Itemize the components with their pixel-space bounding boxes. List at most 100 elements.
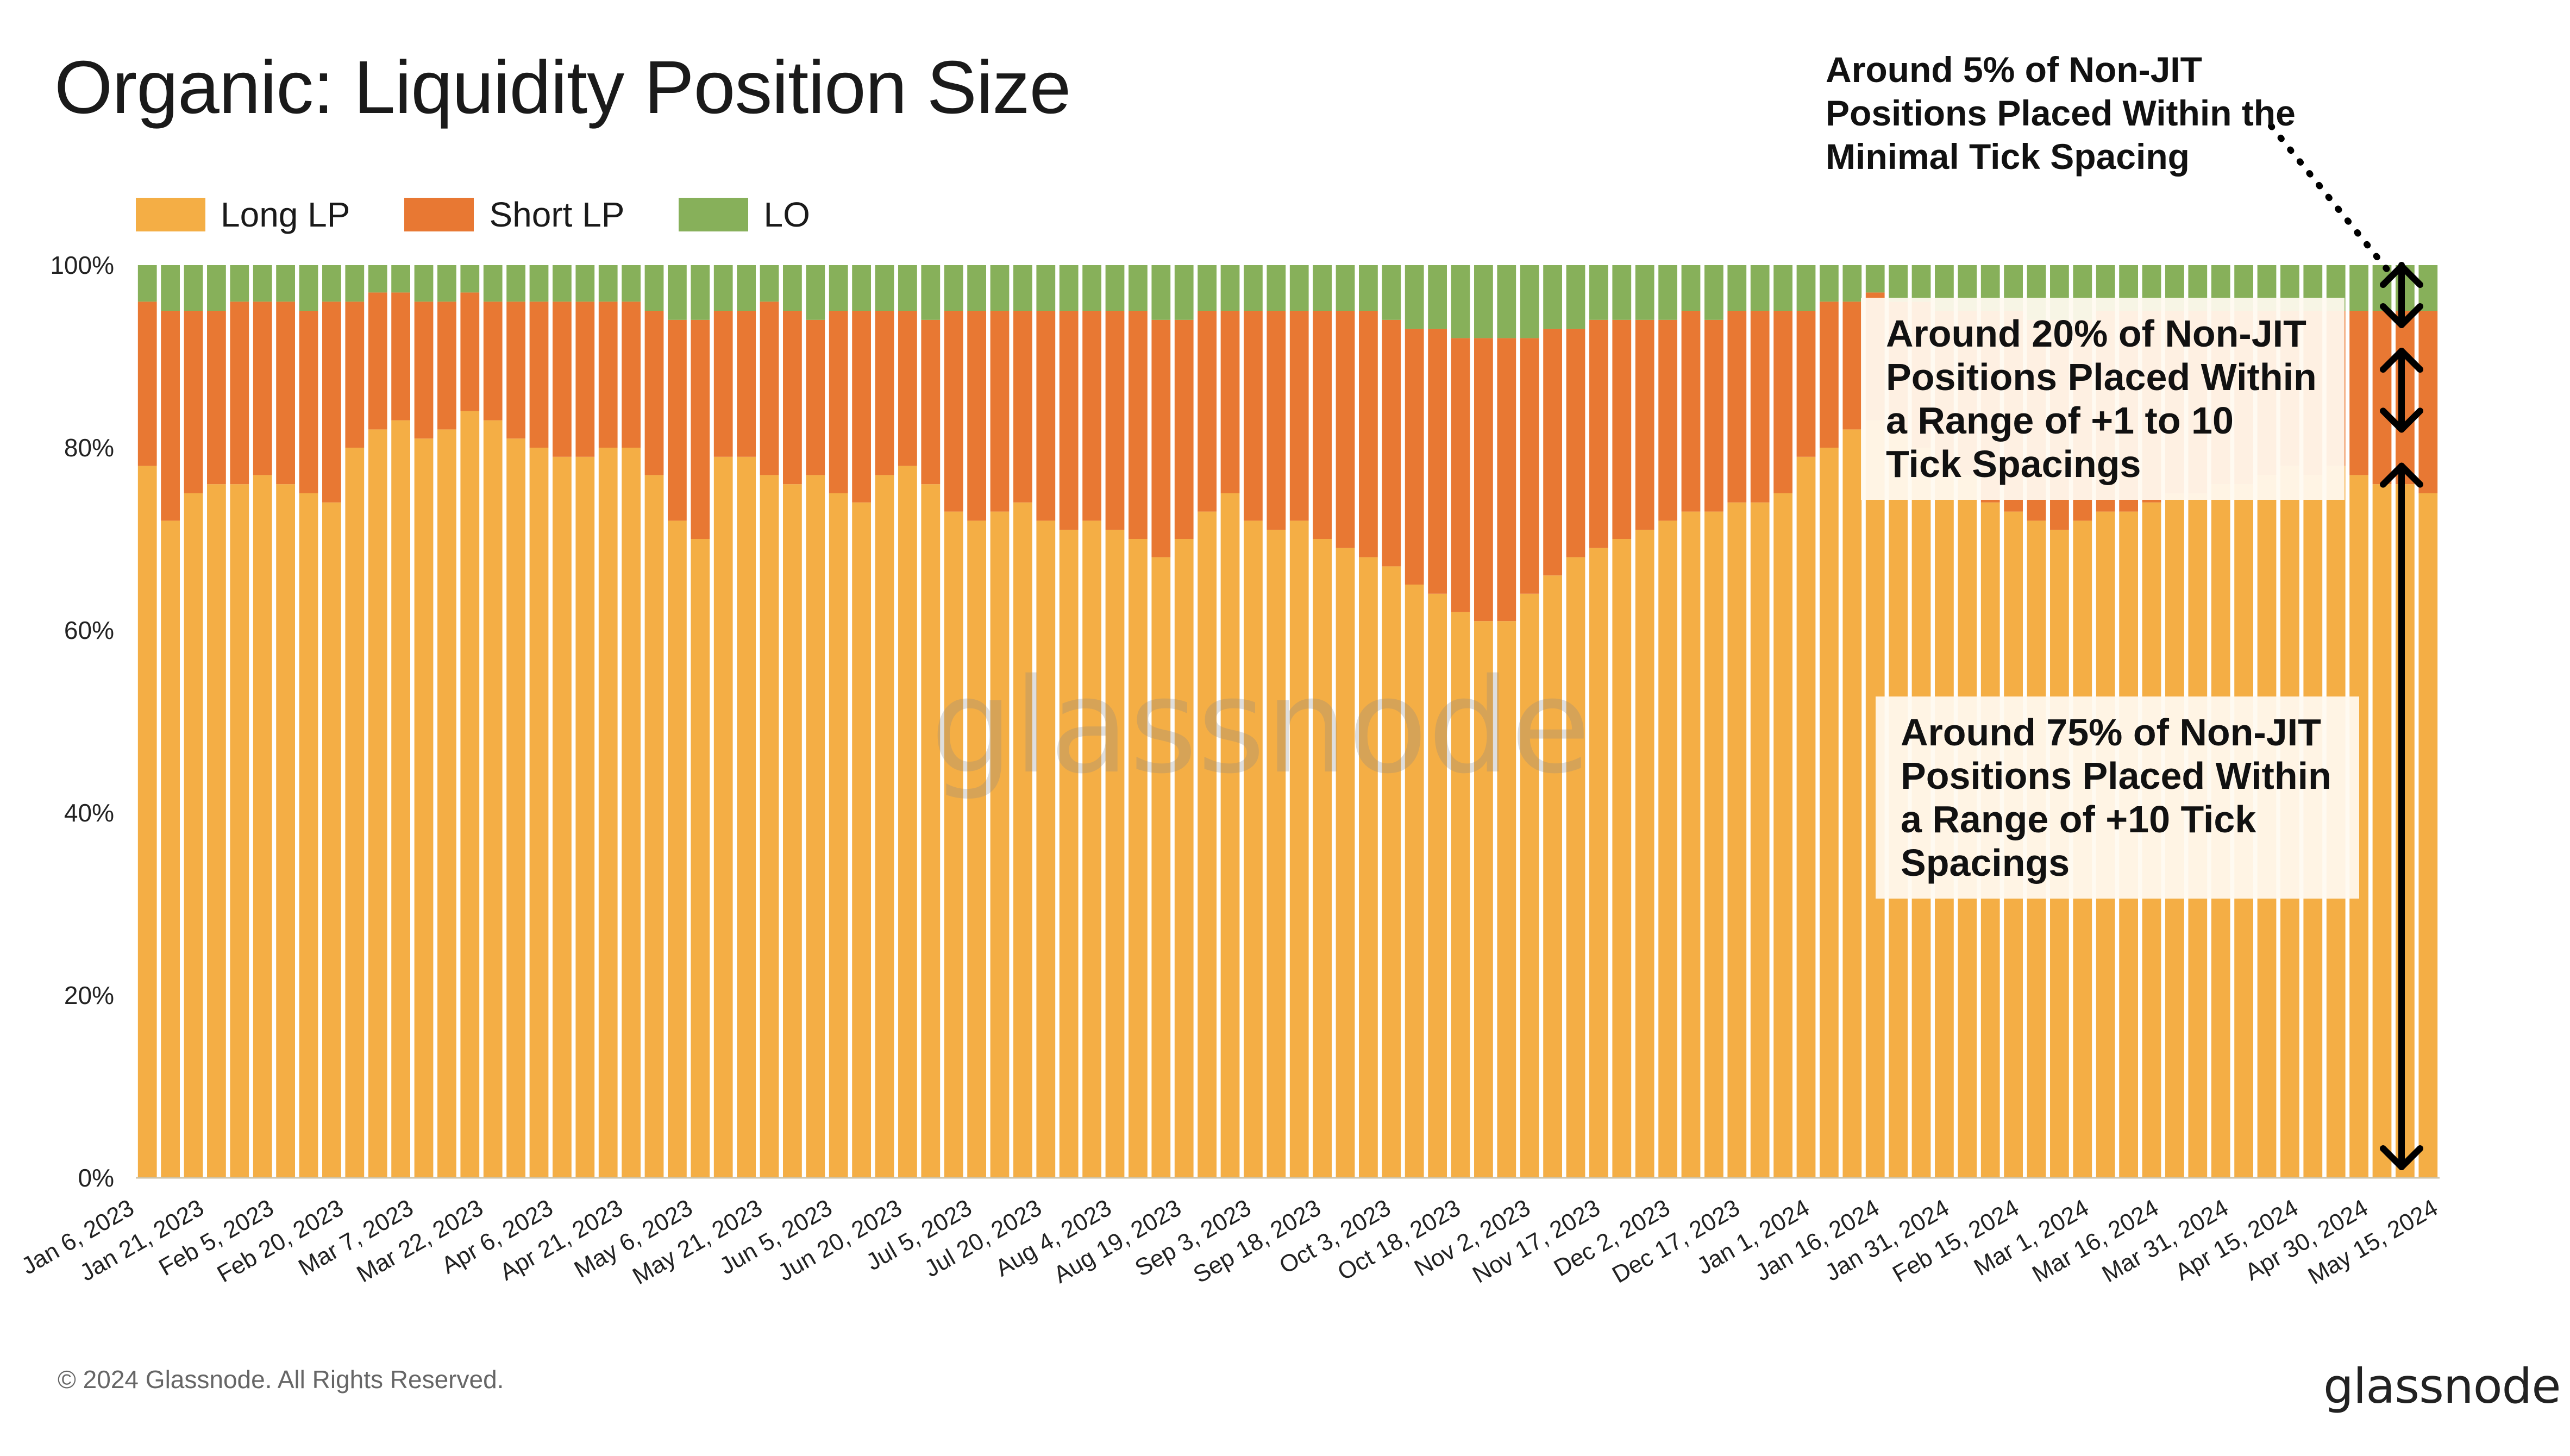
y-tick-label: 20% xyxy=(64,981,114,1009)
page-title: Organic: Liquidity Position Size xyxy=(54,46,1071,129)
bar-segment-lo xyxy=(1382,265,1401,320)
bar-segment-long-lp xyxy=(1082,520,1101,1178)
bar-segment-long-lp xyxy=(622,448,641,1178)
bar-segment-short-lp xyxy=(1820,302,1839,448)
bar-segment-long-lp xyxy=(553,456,572,1178)
bar-segment-long-lp xyxy=(1750,502,1770,1178)
bar-segment-short-lp xyxy=(483,302,503,421)
bar-segment-long-lp xyxy=(1704,511,1723,1178)
legend-label-lo: LO xyxy=(763,195,810,234)
bar-segment-lo xyxy=(460,265,480,293)
bar-segment-long-lp xyxy=(345,448,365,1178)
bar-segment-lo xyxy=(990,265,1010,311)
bar-segment-short-lp xyxy=(760,302,779,475)
y-axis: 0% 20% 40% 60% 80% 100% xyxy=(50,251,2440,1192)
bar-segment-short-lp xyxy=(1174,319,1194,539)
bar-segment-long-lp xyxy=(207,484,226,1178)
bar-segment-lo xyxy=(1497,265,1516,338)
bar-segment-short-lp xyxy=(299,311,318,493)
bar-segment-lo xyxy=(184,265,203,311)
watermark: glassnode xyxy=(930,650,1590,802)
bar-segment-long-lp xyxy=(852,502,871,1178)
bar-segment-short-lp xyxy=(322,302,341,503)
bar-segment-short-lp xyxy=(506,302,525,439)
bar-segment-long-lp xyxy=(668,520,687,1178)
bar-segment-lo xyxy=(1820,265,1839,302)
bar-segment-long-lp xyxy=(1174,539,1194,1178)
bar-segment-long-lp xyxy=(1773,493,1792,1178)
y-tick-label: 60% xyxy=(64,616,114,644)
bar-segment-lo xyxy=(276,265,295,302)
bar-segment-short-lp xyxy=(2372,311,2392,485)
annotation-low-note: Around 75% of Non-JIT Positions Placed W… xyxy=(1876,696,2359,899)
bar-segment-long-lp xyxy=(737,456,756,1178)
bar-segment-lo xyxy=(1082,265,1101,311)
bar-segment-long-lp xyxy=(2418,493,2438,1178)
bar-segment-lo xyxy=(1589,265,1608,320)
bar-segment-lo xyxy=(1704,265,1723,320)
bar-segment-lo xyxy=(760,265,779,302)
bar-segment-short-lp xyxy=(967,311,986,521)
bar-segment-short-lp xyxy=(1059,311,1079,530)
bar-segment-short-lp xyxy=(207,311,226,485)
legend-swatch-short-lp xyxy=(404,198,474,231)
bar-segment-lo xyxy=(2372,265,2392,311)
bar-segment-lo xyxy=(1036,265,1056,311)
bar-segment-lo xyxy=(1520,265,1539,338)
bar-segment-lo xyxy=(713,265,733,311)
bar-segment-lo xyxy=(437,265,456,302)
bar-segment-short-lp xyxy=(875,311,894,475)
bar-segment-long-lp xyxy=(1474,621,1493,1178)
bar-segment-short-lp xyxy=(1267,311,1286,530)
bar-segment-lo xyxy=(1451,265,1470,338)
bar-segment-lo xyxy=(322,265,341,302)
bar-segment-short-lp xyxy=(737,311,756,457)
bar-segment-lo xyxy=(875,265,894,311)
y-tick-label: 0% xyxy=(78,1164,114,1192)
bar-segment-long-lp xyxy=(1313,539,1332,1178)
bar-segment-long-lp xyxy=(1589,548,1608,1178)
bar-segment-short-lp xyxy=(1658,319,1677,521)
bar-segment-long-lp xyxy=(1543,575,1562,1178)
bar-segment-long-lp xyxy=(990,511,1010,1178)
bar-segment-lo xyxy=(137,265,157,302)
bar-segment-short-lp xyxy=(1289,311,1309,521)
bar-segment-short-lp xyxy=(1151,319,1171,557)
bar-segment-long-lp xyxy=(1382,566,1401,1178)
bar-segment-long-lp xyxy=(1520,593,1539,1178)
legend-item-lo[interactable]: LO xyxy=(679,194,810,235)
arrow-low-head-down xyxy=(2380,1145,2423,1170)
bar-segment-lo xyxy=(1129,265,1148,311)
bar-segment-lo xyxy=(414,265,434,302)
bar-segment-long-lp xyxy=(437,429,456,1178)
bar-segment-short-lp xyxy=(553,302,572,457)
bar-segment-long-lp xyxy=(1612,539,1632,1178)
bar-segment-lo xyxy=(1359,265,1378,311)
bar-segment-lo xyxy=(1313,265,1332,311)
bar-segment-long-lp xyxy=(299,493,318,1178)
bar-segment-lo xyxy=(1105,265,1125,311)
bar-segment-long-lp xyxy=(944,511,963,1178)
bar-segment-short-lp xyxy=(230,302,249,485)
legend-item-short-lp[interactable]: Short LP xyxy=(404,194,624,235)
arrow-mid-head-down xyxy=(2380,407,2423,433)
bar-segment-long-lp xyxy=(1820,448,1839,1178)
bar-segment-long-lp xyxy=(1036,520,1056,1178)
bar-segment-long-lp xyxy=(1151,557,1171,1178)
bar-segment-short-lp xyxy=(713,311,733,457)
bar-segment-lo xyxy=(1267,265,1286,311)
bar-segment-short-lp xyxy=(161,311,180,521)
bar-segment-long-lp xyxy=(875,475,894,1178)
legend-item-long-lp[interactable]: Long LP xyxy=(136,194,350,235)
bar-segment-lo xyxy=(253,265,272,302)
bar-segment-lo xyxy=(783,265,802,311)
bar-segment-lo xyxy=(230,265,249,302)
bar-segment-lo xyxy=(1151,265,1171,320)
bar-segment-long-lp xyxy=(460,411,480,1178)
bar-segment-lo xyxy=(1635,265,1654,320)
bar-segment-long-lp xyxy=(1405,585,1424,1178)
bar-segment-short-lp xyxy=(1105,311,1125,530)
bar-segment-short-lp xyxy=(1543,329,1562,576)
